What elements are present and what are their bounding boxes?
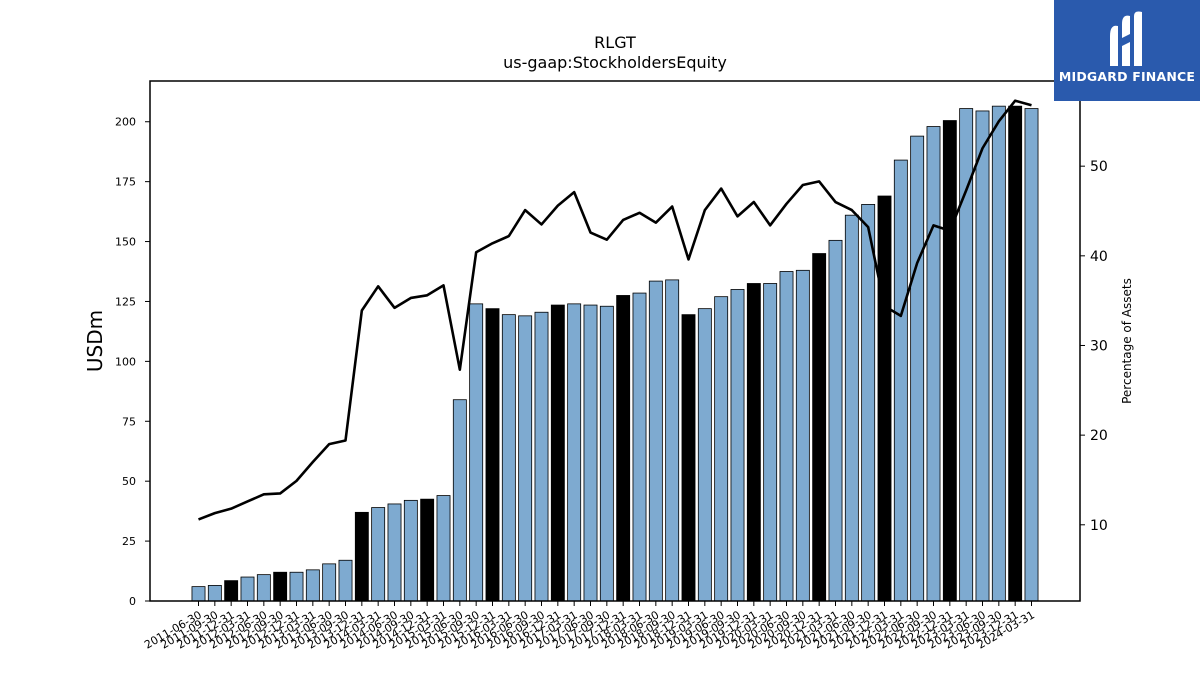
bar-2018-03-31 <box>632 292 647 602</box>
bars-group <box>191 105 1039 602</box>
bar-2021-06-30 <box>844 214 859 602</box>
bar-2024-03-31 <box>1024 108 1039 602</box>
bar-2020-09-30 <box>795 269 810 602</box>
y2-tick-label: 50 <box>1090 159 1108 175</box>
bar-2012-12-31 <box>289 571 304 602</box>
line-group <box>198 99 1032 521</box>
y-tick-label: 175 <box>115 176 136 189</box>
plot-frame <box>149 80 1081 602</box>
bar-2018-09-30 <box>665 279 680 602</box>
y2-tick-label: 30 <box>1090 338 1108 354</box>
bar-2022-03-31 <box>893 159 908 602</box>
bar-2019-06-30 <box>714 296 729 602</box>
bar-2011-12-31 <box>224 580 239 602</box>
logo-mark-icon <box>1110 11 1142 66</box>
bar-2014-09-30 <box>403 499 418 602</box>
y-tick-label: 75 <box>122 415 136 428</box>
bar-2016-03-31 <box>501 314 516 602</box>
bar-2012-09-30 <box>273 571 288 602</box>
bar-2011-06-30 <box>191 586 206 602</box>
bar-2013-03-31 <box>305 569 320 602</box>
bar-2014-06-30 <box>387 503 402 602</box>
bar-2023-12-31 <box>1008 105 1023 602</box>
y2-tick-label: 40 <box>1090 249 1108 265</box>
y-tick-label: 100 <box>115 355 136 368</box>
chart-title: RLGT <box>594 33 636 52</box>
y-tick-label: 200 <box>115 116 136 129</box>
bar-2018-12-31 <box>681 314 696 602</box>
bar-2014-12-31 <box>420 498 435 602</box>
bar-2021-12-31 <box>877 195 892 602</box>
bar-2022-06-30 <box>910 135 925 602</box>
y-tick-label: 50 <box>122 475 136 488</box>
y-tick-label: 150 <box>115 236 136 249</box>
bar-2012-03-31 <box>240 576 255 602</box>
bar-2017-03-31 <box>567 303 582 602</box>
y2-tick-label: 10 <box>1090 518 1108 534</box>
y2-tick-label: 20 <box>1090 428 1108 444</box>
y-tick-label: 125 <box>115 295 136 308</box>
bar-2021-09-30 <box>861 204 876 602</box>
bar-2022-12-31 <box>942 120 957 602</box>
bar-2020-12-31 <box>812 253 827 602</box>
bar-2017-12-31 <box>616 295 631 602</box>
bar-2023-09-30 <box>991 105 1006 602</box>
bar-2017-09-30 <box>599 305 614 602</box>
chart-subtitle: us-gaap:StockholdersEquity <box>503 53 727 72</box>
bar-2013-09-30 <box>338 559 353 602</box>
bar-2015-09-30 <box>469 303 484 602</box>
bar-2017-06-30 <box>583 304 598 602</box>
bar-2012-06-30 <box>256 574 271 602</box>
bar-2016-06-30 <box>518 315 533 602</box>
bar-2022-09-30 <box>926 126 941 602</box>
bar-2016-09-30 <box>534 311 549 602</box>
bar-2015-12-31 <box>485 308 500 602</box>
bar-2023-06-30 <box>975 110 990 602</box>
bar-2020-06-30 <box>779 271 794 602</box>
y-axis: 0 25 50 75 100 125 150 175 200 <box>115 116 150 608</box>
bar-2014-03-31 <box>371 507 386 602</box>
bar-2016-12-31 <box>550 304 565 602</box>
bar-2013-12-31 <box>354 511 369 602</box>
y2-axis: 10 20 30 40 50 <box>1080 159 1108 534</box>
bar-2013-06-30 <box>322 563 337 602</box>
percentage-line <box>198 99 1032 521</box>
bar-2011-09-30 <box>207 585 222 602</box>
y2-axis-label: Percentage of Assets <box>1120 278 1134 404</box>
bar-2015-06-30 <box>452 399 467 602</box>
brand-logo-text: MIDGARD FINANCE <box>1058 69 1196 84</box>
bar-2019-09-30 <box>730 289 745 602</box>
bar-2015-03-31 <box>436 495 451 602</box>
bar-2021-03-31 <box>828 239 843 602</box>
brand-logo: MIDGARD FINANCE <box>1054 0 1200 101</box>
y-tick-label: 0 <box>129 595 136 608</box>
x-axis: 2011-06-302011-09-302011-12-312012-03-31… <box>142 601 1037 652</box>
bar-2019-03-31 <box>697 308 712 602</box>
y-tick-label: 25 <box>122 535 136 548</box>
bar-2019-12-31 <box>746 283 761 602</box>
bar-2023-03-31 <box>959 108 974 602</box>
y-axis-label: USDm <box>83 310 107 372</box>
bar-2020-03-31 <box>763 283 778 602</box>
bar-2018-06-30 <box>648 280 663 602</box>
